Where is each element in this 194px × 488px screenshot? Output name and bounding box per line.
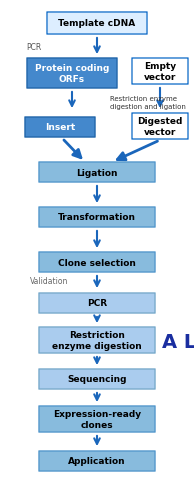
FancyBboxPatch shape — [39, 163, 155, 183]
FancyBboxPatch shape — [27, 59, 117, 89]
FancyBboxPatch shape — [47, 13, 147, 35]
FancyBboxPatch shape — [132, 114, 188, 140]
FancyBboxPatch shape — [25, 118, 95, 138]
FancyBboxPatch shape — [39, 406, 155, 432]
FancyBboxPatch shape — [39, 451, 155, 471]
Text: Empty
vector: Empty vector — [144, 62, 176, 81]
FancyBboxPatch shape — [39, 327, 155, 353]
Text: Ligation: Ligation — [76, 168, 118, 177]
FancyBboxPatch shape — [39, 369, 155, 389]
Text: Protein coding
ORFs: Protein coding ORFs — [35, 64, 109, 83]
Text: PCR: PCR — [26, 42, 41, 51]
FancyBboxPatch shape — [132, 59, 188, 85]
Text: Digested
vector: Digested vector — [137, 117, 183, 137]
Text: Restriction enzyme
digestion and ligation: Restriction enzyme digestion and ligatio… — [110, 96, 186, 109]
FancyBboxPatch shape — [39, 207, 155, 227]
Text: Template cDNA: Template cDNA — [58, 20, 136, 28]
Text: Application: Application — [68, 457, 126, 466]
Text: Sequencing: Sequencing — [67, 375, 127, 384]
FancyBboxPatch shape — [39, 252, 155, 272]
Text: Restriction
enzyme digestion: Restriction enzyme digestion — [52, 331, 142, 350]
Text: A LOT: A LOT — [162, 332, 194, 351]
Text: Clone selection: Clone selection — [58, 258, 136, 267]
Text: Validation: Validation — [30, 277, 68, 286]
Text: Insert: Insert — [45, 123, 75, 132]
Text: Expression-ready
clones: Expression-ready clones — [53, 409, 141, 429]
FancyBboxPatch shape — [39, 293, 155, 313]
Text: Transformation: Transformation — [58, 213, 136, 222]
Text: PCR: PCR — [87, 299, 107, 308]
